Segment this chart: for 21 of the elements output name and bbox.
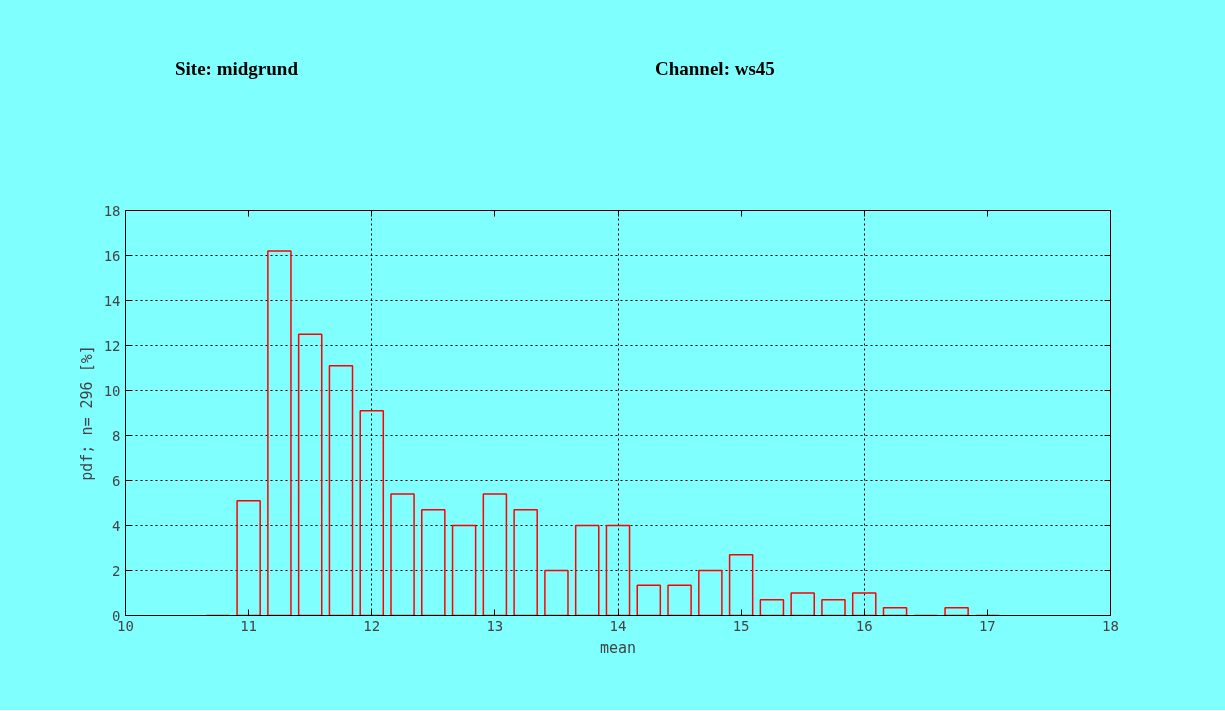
chart-subtitle: Channel: ws45 <box>655 57 775 81</box>
chart-title: Site: midgrund <box>175 57 298 81</box>
x-tick-label: 11 <box>240 617 258 634</box>
x-tick-label: 18 <box>1102 617 1119 634</box>
y-axis-title: pdf; n= 296 [%] <box>77 345 96 481</box>
y-tick-label: 4 <box>112 517 121 534</box>
y-tick-label: 18 <box>103 202 121 219</box>
y-tick-label: 10 <box>103 382 121 399</box>
y-tick-label: 14 <box>103 292 121 309</box>
x-tick-label: 16 <box>855 617 873 634</box>
y-tick-label: 12 <box>103 337 121 354</box>
y-tick-label: 8 <box>112 427 121 444</box>
x-tick-label: 13 <box>486 617 504 634</box>
y-tick-label: 2 <box>112 562 121 579</box>
x-axis-title: mean <box>599 638 637 657</box>
y-tick-label: 16 <box>103 247 121 264</box>
x-tick-label: 17 <box>978 617 996 634</box>
x-tick-label: 12 <box>363 617 381 634</box>
x-tick-label: 15 <box>732 617 750 634</box>
x-tick-label: 14 <box>609 617 627 634</box>
y-tick-label: 6 <box>112 472 121 489</box>
